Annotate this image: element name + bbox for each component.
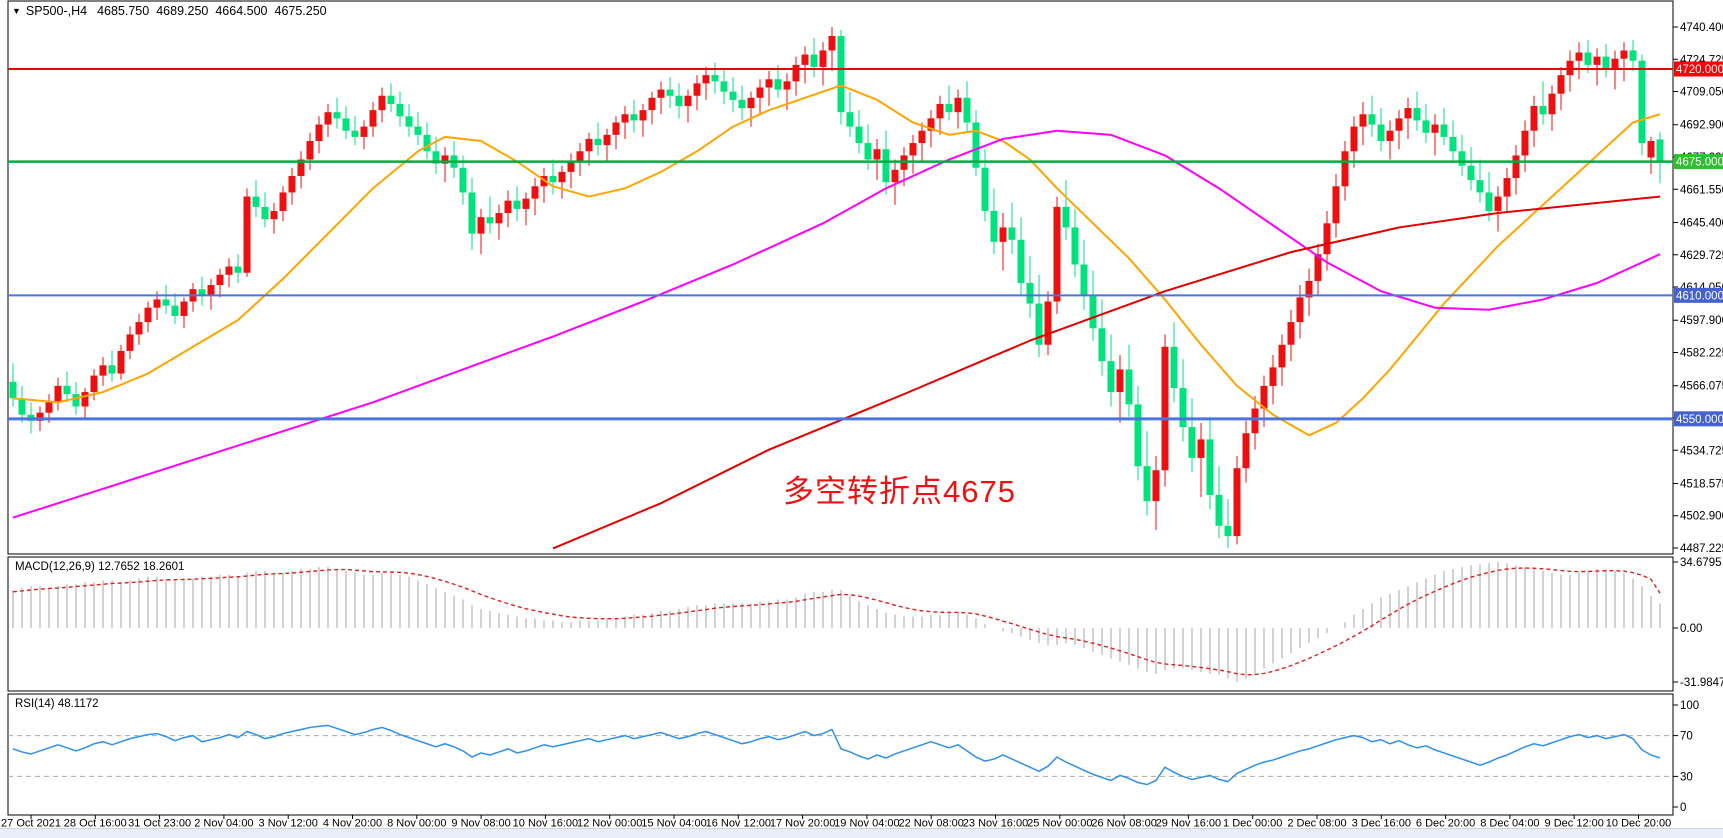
macd-scale-labels: 34.6795 0.00 -31.9847	[1673, 557, 1723, 689]
collapse-chart-icon[interactable]: ▼	[12, 6, 21, 16]
rsi-line	[12, 724, 1661, 786]
annotation-text: 多空转折点4675	[783, 474, 1016, 509]
svg-text:4661.550: 4661.550	[1680, 184, 1723, 196]
pane-borders	[7, 0, 1674, 816]
low-value: 4664.500	[215, 4, 268, 18]
svg-text:16 Nov 12:00: 16 Nov 12:00	[706, 818, 771, 830]
svg-text:4610.000: 4610.000	[1676, 290, 1723, 302]
svg-text:34.6795: 34.6795	[1680, 557, 1722, 569]
svg-text:4692.900: 4692.900	[1680, 120, 1723, 132]
macd-pane[interactable]	[8, 557, 1673, 691]
svg-text:15 Nov 04:00: 15 Nov 04:00	[641, 818, 706, 830]
svg-text:70: 70	[1680, 731, 1693, 743]
level-lines: 4720.000 4675.000 4610.000 4550.000	[8, 61, 1723, 427]
time-axis[interactable]	[8, 815, 1673, 828]
chart-title-bar: ▼ SP500-,H4 4685.750 4689.250 4664.500 4675.2…	[12, 4, 334, 18]
svg-text:4675.000: 4675.000	[1676, 157, 1723, 169]
symbol-timeframe-label: SP500-,H4	[25, 4, 88, 18]
mid-ma-line	[12, 129, 1661, 519]
svg-text:4629.725: 4629.725	[1680, 250, 1723, 262]
svg-text:0.00: 0.00	[1680, 623, 1702, 635]
fast-ma-line	[12, 84, 1661, 437]
svg-text:25 Nov 00:00: 25 Nov 00:00	[1027, 818, 1092, 830]
svg-text:4720.000: 4720.000	[1676, 64, 1723, 76]
svg-text:4 Nov 20:00: 4 Nov 20:00	[323, 818, 382, 830]
svg-text:4487.225: 4487.225	[1680, 543, 1723, 555]
macd-indicator-label: MACD(12,26,9) 12.7652 18.2601	[15, 561, 185, 573]
svg-text:22 Nov 08:00: 22 Nov 08:00	[898, 818, 963, 830]
svg-text:6 Dec 20:00: 6 Dec 20:00	[1416, 818, 1475, 830]
svg-text:4597.900: 4597.900	[1680, 315, 1723, 327]
macd-signal-line	[12, 567, 1661, 676]
svg-text:8 Dec 04:00: 8 Dec 04:00	[1480, 818, 1539, 830]
svg-text:31 Oct 23:00: 31 Oct 23:00	[128, 818, 191, 830]
svg-text:4502.900: 4502.900	[1680, 511, 1723, 523]
svg-text:8 Nov 00:00: 8 Nov 00:00	[387, 818, 446, 830]
svg-text:3 Dec 16:00: 3 Dec 16:00	[1352, 818, 1411, 830]
svg-text:2 Nov 04:00: 2 Nov 04:00	[194, 818, 253, 830]
svg-text:29 Nov 16:00: 29 Nov 16:00	[1156, 818, 1221, 830]
price-axis-labels: 4740.4004724.7254709.0504692.9004677.225…	[1673, 22, 1723, 555]
svg-text:4740.400: 4740.400	[1680, 22, 1723, 34]
svg-text:4582.225: 4582.225	[1680, 348, 1723, 360]
moving-averages	[12, 84, 1661, 550]
svg-text:4645.400: 4645.400	[1680, 217, 1723, 229]
rsi-indicator-label: RSI(14) 48.1172	[15, 698, 99, 710]
rsi-scale-labels: 100 70 30 0	[1673, 700, 1699, 814]
svg-text:100: 100	[1680, 700, 1699, 712]
close-value: 4675.250	[274, 4, 327, 18]
svg-text:4566.075: 4566.075	[1680, 381, 1723, 393]
time-axis-labels: 27 Oct 2021 28 Oct 16:00 31 Oct 23:00 2 Nov…	[1, 815, 1671, 830]
svg-text:3 Nov 12:00: 3 Nov 12:00	[259, 818, 318, 830]
bottom-scrollbar-strip[interactable]	[0, 828, 1723, 838]
rsi-group	[8, 724, 1673, 786]
svg-text:30: 30	[1680, 771, 1693, 783]
svg-text:27 Oct 2021: 27 Oct 2021	[1, 818, 61, 830]
svg-text:26 Nov 08:00: 26 Nov 08:00	[1091, 818, 1156, 830]
open-value: 4685.750	[97, 4, 150, 18]
svg-text:0: 0	[1680, 802, 1686, 814]
rsi-pane[interactable]	[8, 694, 1673, 815]
svg-text:2 Dec 08:00: 2 Dec 08:00	[1287, 818, 1346, 830]
svg-text:-31.9847: -31.9847	[1680, 677, 1723, 689]
candles-group	[9, 27, 1664, 549]
high-value: 4689.250	[156, 4, 209, 18]
svg-text:9 Dec 12:00: 9 Dec 12:00	[1545, 818, 1604, 830]
svg-text:28 Oct 16:00: 28 Oct 16:00	[64, 818, 127, 830]
slow-ma-line	[552, 195, 1661, 550]
svg-text:17 Nov 20:00: 17 Nov 20:00	[770, 818, 835, 830]
svg-text:10 Nov 16:00: 10 Nov 16:00	[513, 818, 578, 830]
svg-text:19 Nov 04:00: 19 Nov 04:00	[834, 818, 899, 830]
svg-text:4550.000: 4550.000	[1676, 414, 1723, 426]
svg-text:4518.575: 4518.575	[1680, 478, 1723, 490]
svg-text:9 Nov 08:00: 9 Nov 08:00	[451, 818, 510, 830]
svg-text:10 Dec 20:00: 10 Dec 20:00	[1606, 818, 1671, 830]
svg-text:12 Nov 00:00: 12 Nov 00:00	[577, 818, 642, 830]
svg-text:4709.050: 4709.050	[1680, 87, 1723, 99]
svg-text:4534.725: 4534.725	[1680, 445, 1723, 457]
svg-text:1 Dec 00:00: 1 Dec 00:00	[1223, 818, 1282, 830]
price-axis[interactable]	[1673, 1, 1723, 815]
svg-text:23 Nov 16:00: 23 Nov 16:00	[963, 818, 1028, 830]
